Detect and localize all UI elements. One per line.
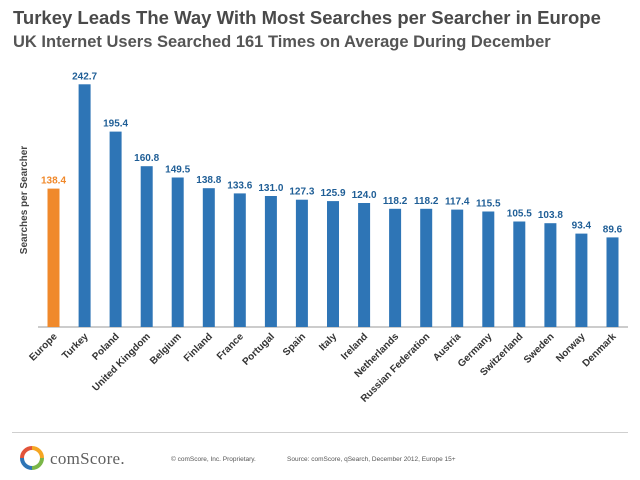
x-tick-label: Italy [317, 331, 339, 353]
source-note: Source: comScore, qSearch, December 2012… [287, 456, 456, 463]
chart-subtitle: UK Internet Users Searched 161 Times on … [13, 33, 551, 51]
x-tick-label: United Kingdom [90, 331, 152, 393]
bar-poland [109, 131, 122, 327]
bar-united-kingdom [140, 166, 153, 327]
comscore-logo-icon [20, 446, 44, 470]
bar-italy [327, 201, 339, 327]
data-label: 138.4 [41, 176, 66, 187]
bar-portugal [264, 196, 277, 327]
bar-germany [482, 211, 495, 327]
x-tick-label: Spain [281, 331, 308, 358]
x-tick-label: Denmark [581, 331, 619, 369]
data-label: 195.4 [103, 119, 128, 130]
brand-name: comScore. [50, 449, 125, 468]
copyright-text: © comScore, Inc. Proprietary. [171, 456, 256, 463]
data-label: 115.5 [476, 199, 501, 210]
logo-arc-red [20, 446, 33, 459]
data-label: 138.8 [196, 175, 221, 186]
bar-france [233, 193, 246, 327]
data-label: 160.8 [134, 153, 159, 164]
footer-divider [12, 432, 628, 433]
data-label: 131.0 [258, 183, 283, 194]
logo-arc-blue [20, 457, 33, 470]
data-label: 118.2 [383, 196, 408, 207]
x-tick-label: Belgium [148, 331, 184, 367]
data-label: 118.2 [414, 196, 439, 207]
data-label: 117.4 [445, 197, 470, 208]
x-tick-label: Sweden [522, 331, 557, 366]
bar-denmark [606, 237, 619, 327]
data-label: 133.6 [227, 180, 252, 191]
bar-chart: Searches per Searcher 138.4 Europe 242.7 Tur… [19, 71, 628, 405]
bar-austria [451, 209, 464, 327]
bar-sweden [544, 223, 557, 327]
x-tick-label: Ireland [339, 331, 370, 362]
bar-netherlands [389, 208, 402, 327]
data-label: 89.6 [603, 224, 623, 235]
data-label: 124.0 [352, 190, 377, 201]
bar-norway [575, 233, 588, 327]
bar-russian-federation [420, 208, 433, 327]
bar-europe [47, 188, 60, 327]
data-label: 125.9 [320, 188, 345, 199]
data-label: 242.7 [72, 71, 97, 82]
x-tick-label: France [215, 331, 246, 362]
data-label: 149.5 [165, 165, 190, 176]
logo-arc-green [31, 457, 44, 470]
x-tick-label: Turkey [60, 331, 91, 362]
bar-finland [202, 188, 215, 327]
bar-spain [295, 199, 308, 327]
data-label: 105.5 [507, 209, 532, 220]
bar-ireland [358, 203, 371, 327]
data-label: 127.3 [289, 187, 314, 198]
data-label: 103.8 [538, 210, 563, 221]
x-tick-label: Europe [27, 331, 59, 363]
bar-belgium [171, 177, 184, 327]
x-tick-label: Portugal [241, 331, 278, 368]
y-axis-label: Searches per Searcher [19, 146, 30, 255]
chart-title: Turkey Leads The Way With Most Searches … [13, 7, 601, 28]
bar-turkey [78, 84, 91, 327]
data-label: 93.4 [572, 221, 592, 232]
logo-arc-orange [31, 446, 44, 459]
x-tick-label: Finland [182, 331, 215, 364]
bar-switzerland [513, 221, 526, 327]
